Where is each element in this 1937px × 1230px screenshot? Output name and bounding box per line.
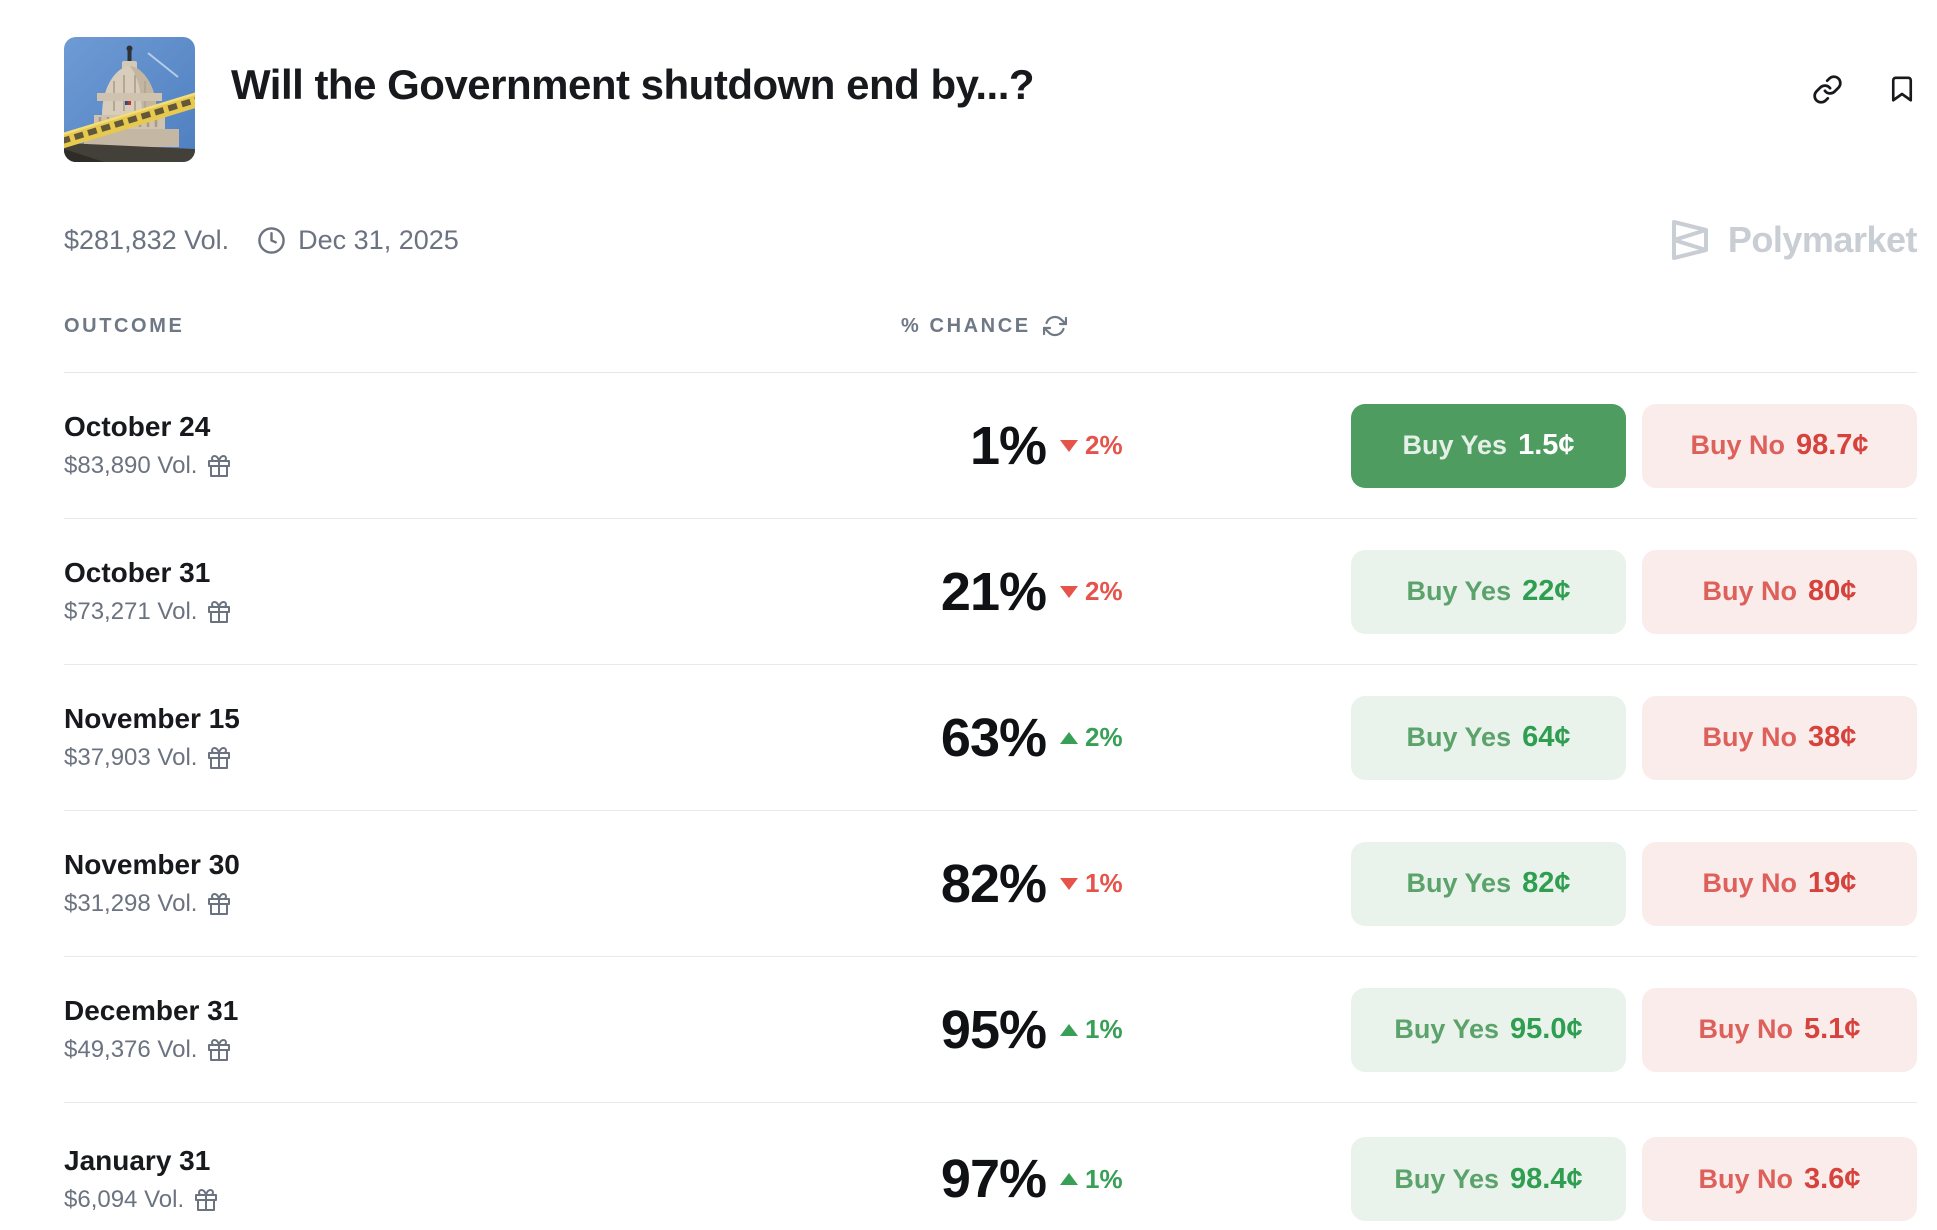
market-thumbnail <box>64 37 195 162</box>
outcome-volume: $37,903 Vol. <box>64 744 198 771</box>
outcome-name: November 30 <box>64 849 240 880</box>
outcome-name: December 31 <box>64 995 239 1026</box>
market-meta: $281,832 Vol. Dec 31, 2025 Polymarket <box>64 214 1918 266</box>
outcome-volume: $31,298 Vol. <box>64 890 198 917</box>
change-value: 2% <box>1085 576 1123 606</box>
outcome-name: October 24 <box>64 411 211 442</box>
change-arrow-icon <box>1060 877 1078 890</box>
gift-icon[interactable] <box>194 1188 218 1212</box>
change-value: 2% <box>1085 430 1123 460</box>
outcome-volume: $83,890 Vol. <box>64 452 198 479</box>
change-arrow-icon <box>1060 1023 1078 1036</box>
buy-yes-button[interactable]: Buy Yes 22¢ <box>1351 549 1626 634</box>
outcome-name: January 31 <box>64 1144 211 1176</box>
brand-name: Polymarket <box>1727 219 1918 260</box>
gift-icon[interactable] <box>207 746 231 770</box>
buy-no-button[interactable]: Buy No 3.6¢ <box>1642 1137 1917 1221</box>
outcome-volume: $73,271 Vol. <box>64 598 198 625</box>
change-value: 1% <box>1085 868 1123 898</box>
buy-yes-button[interactable]: Buy Yes 95.0¢ <box>1351 987 1626 1072</box>
chance-change: 1% <box>1060 1164 1123 1195</box>
chance-change: 2% <box>1060 576 1123 607</box>
gift-icon[interactable] <box>207 600 231 624</box>
chance-change: 2% <box>1060 722 1123 753</box>
change-value: 1% <box>1085 1163 1123 1194</box>
change-arrow-icon <box>1060 731 1078 744</box>
buy-no-button[interactable]: Buy No 19¢ <box>1642 841 1917 926</box>
market-row: January 31 $6,094 Vol. 97% 1% Buy Yes 98… <box>64 1103 1917 1230</box>
table-header: OUTCOME % CHANCE <box>64 314 1917 373</box>
polymarket-logo[interactable]: Polymarket <box>1664 214 1918 266</box>
outcome-name: October 31 <box>64 557 211 588</box>
chance-value: 82% <box>940 853 1047 914</box>
market-row: November 15 $37,903 Vol. 63% 2% Buy Yes … <box>64 665 1917 811</box>
link-icon <box>1813 74 1842 104</box>
chance-value: 1% <box>969 415 1047 476</box>
chance-value: 97% <box>940 1149 1047 1209</box>
change-arrow-icon <box>1060 1173 1078 1185</box>
polymarket-mark-icon <box>1671 220 1708 260</box>
market-row: November 30 $31,298 Vol. 82% 1% Buy Yes … <box>64 811 1917 957</box>
capitol-image <box>64 37 195 162</box>
bookmark-button[interactable] <box>1887 73 1917 105</box>
clock-icon <box>257 226 286 255</box>
market-row: October 31 $73,271 Vol. 21% 2% Buy Yes 2… <box>64 519 1917 665</box>
outcome-volume: $6,094 Vol. <box>64 1185 185 1213</box>
chance-change: 1% <box>1060 868 1123 899</box>
buy-no-button[interactable]: Buy No 38¢ <box>1642 695 1917 780</box>
bookmark-icon <box>1891 76 1913 102</box>
buy-yes-button[interactable]: Buy Yes 64¢ <box>1351 695 1626 780</box>
copy-link-button[interactable] <box>1812 74 1843 105</box>
chance-value: 21% <box>940 561 1047 622</box>
market-row: October 24 $83,890 Vol. 1% 2% Buy Yes 1.… <box>64 373 1917 519</box>
market-header: Will the Government shutdown end by...? <box>64 37 1917 162</box>
gift-icon[interactable] <box>207 1038 231 1062</box>
change-arrow-icon <box>1060 439 1078 452</box>
buy-yes-button[interactable]: Buy Yes 1.5¢ <box>1351 403 1626 488</box>
buy-no-button[interactable]: Buy No 98.7¢ <box>1642 403 1917 488</box>
outcome-name: November 15 <box>64 703 240 734</box>
chance-header: % CHANCE <box>901 314 1031 337</box>
outcome-header: OUTCOME <box>64 314 185 337</box>
change-arrow-icon <box>1060 585 1078 598</box>
chance-value: 95% <box>940 999 1047 1060</box>
gift-icon[interactable] <box>207 454 231 478</box>
buy-no-button[interactable]: Buy No 5.1¢ <box>1642 987 1917 1072</box>
buy-yes-button[interactable]: Buy Yes 98.4¢ <box>1351 1137 1626 1221</box>
gift-icon[interactable] <box>207 892 231 916</box>
buy-yes-button[interactable]: Buy Yes 82¢ <box>1351 841 1626 926</box>
change-value: 2% <box>1085 722 1123 752</box>
market-row: December 31 $49,376 Vol. 95% 1% Buy Yes … <box>64 957 1917 1103</box>
end-date: Dec 31, 2025 <box>298 224 459 255</box>
chance-change: 2% <box>1060 430 1123 461</box>
change-value: 1% <box>1085 1014 1123 1044</box>
chance-change: 1% <box>1060 1014 1123 1045</box>
chance-value: 63% <box>940 707 1047 768</box>
total-volume: $281,832 Vol. <box>64 224 230 255</box>
buy-no-button[interactable]: Buy No 80¢ <box>1642 549 1917 634</box>
refresh-icon[interactable] <box>1042 314 1067 338</box>
page-title: Will the Government shutdown end by...? <box>231 61 1035 108</box>
outcome-volume: $49,376 Vol. <box>64 1036 198 1063</box>
